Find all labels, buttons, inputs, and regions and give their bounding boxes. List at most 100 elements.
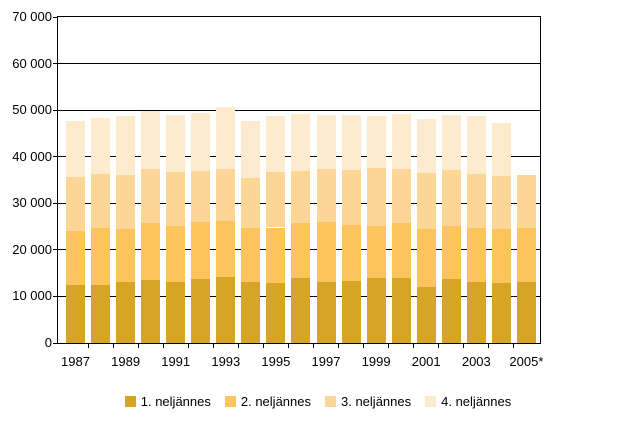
bar-2003-segment-q2 [466,227,486,283]
x-axis-tick [338,343,340,348]
bar-2004-segment-q1 [491,282,511,343]
bar-1992-segment-q3 [191,170,211,223]
bar-1996-segment-q3 [291,171,311,224]
legend-label-q1: 1. neljännes [140,394,211,409]
bar-1987-segment-q3 [66,176,85,231]
bar-1993-segment-q2 [216,220,236,278]
y-axis-label: 60 000 [12,55,52,71]
y-axis-tick [53,156,58,158]
legend-item-q1: 1. neljännes [124,394,211,409]
bar-1995-segment-q1 [266,282,286,343]
bar-1990-segment-q1 [141,279,161,343]
x-axis-tick [438,343,440,348]
bar-2004-segment-q3 [491,175,511,229]
bar-2000-segment-q3 [391,169,411,224]
legend-swatch-q3 [325,396,336,407]
gridline-50000 [58,109,540,111]
x-axis-tick [313,343,314,348]
y-axis-tick [53,16,58,18]
legend-label-q3: 3. neljännes [341,394,412,409]
y-axis-label: 10 000 [12,288,52,304]
bar-1997-segment-q2 [316,222,336,283]
x-axis-tick [87,343,89,348]
bar-1989-segment-q4 [116,116,136,175]
legend-item-q2: 2. neljännes [224,394,311,409]
bar-2001-segment-q2 [416,228,436,287]
x-axis-label: 1999 [361,354,391,369]
bar-1989-segment-q3 [116,174,136,230]
x-axis-tick [137,343,139,348]
bar-1999-segment-q3 [366,167,386,227]
x-axis-tick [237,343,239,348]
bar-1987-segment-q2 [66,230,85,285]
bar-1988-segment-q1 [91,284,111,343]
legend: 1. neljännes 2. neljännes 3. neljännes 4. n… [0,393,636,410]
legend-swatch-q1 [124,396,136,407]
bar-1993-segment-q1 [216,277,236,343]
x-axis-tick [363,343,365,348]
bar-1999-segment-q1 [366,278,386,343]
x-axis-label: 1993 [211,354,241,369]
bar-1995-segment-q4 [266,116,286,172]
x-axis-tick [287,343,289,348]
bar-2000-segment-q4 [391,114,411,170]
x-axis-tick [212,343,214,348]
x-axis-label: 2005* [509,354,544,369]
x-axis-tick [187,343,189,348]
bar-1993-segment-q3 [216,168,236,221]
bar-1995-segment-q2 [266,227,286,283]
y-axis-label: 20 000 [12,241,52,257]
y-axis-label: 40 000 [12,148,52,164]
x-axis-tick [112,343,114,348]
bar-1989-segment-q2 [116,229,136,283]
bar-1991-segment-q3 [166,171,186,227]
y-axis-label: 70 000 [12,9,52,24]
bar-2003-segment-q1 [466,282,486,343]
bar-1996-segment-q2 [291,223,311,278]
bar-1992-segment-q1 [191,278,211,343]
legend-swatch-q4 [425,396,437,407]
bar-1988-segment-q4 [91,117,111,175]
bar-1994-segment-q1 [241,281,261,343]
x-axis-tick [162,343,164,348]
bar-2002-segment-q1 [441,278,461,343]
bar-1992-segment-q2 [191,222,211,279]
bar-2001-segment-q3 [416,173,436,229]
bar-2004-segment-q2 [491,228,511,283]
x-axis-label: 1995 [261,354,291,369]
x-axis-label: 2003 [461,354,491,369]
bar-1994-segment-q2 [241,228,261,282]
x-axis-tick [388,343,390,348]
bar-1994-segment-q3 [241,177,261,229]
bar-1998-segment-q4 [341,115,361,171]
bar-1998-segment-q2 [341,224,361,281]
legend-label-q2: 2. neljännes [240,394,311,409]
bar-1999-segment-q2 [366,226,386,279]
bar-1994-segment-q4 [241,120,261,178]
y-axis-tick [53,109,58,111]
bar-1998-segment-q1 [341,280,361,343]
legend-item-q4: 4. neljännes [425,394,511,409]
bar-2000-segment-q1 [391,277,411,343]
bar-2003-segment-q3 [466,174,486,228]
x-axis-label: 1997 [311,354,341,369]
bar-1990-segment-q4 [141,111,161,170]
bar-2003-segment-q4 [466,116,486,175]
bar-1988-segment-q3 [91,174,111,229]
x-axis-tick [513,343,515,348]
y-axis-tick [53,202,58,204]
x-axis-tick [463,343,465,348]
x-axis-label: 1989 [111,354,141,369]
y-axis-tick [53,249,58,251]
x-axis-label: 2001 [411,354,441,369]
bar-1991-segment-q1 [166,281,186,343]
bar-1991-segment-q4 [166,115,186,172]
bar-1995-segment-q3 [266,171,286,228]
bar-2001-segment-q1 [416,286,436,343]
bar-1996-segment-q1 [291,277,311,343]
legend-item-q3: 3. neljännes [325,394,411,409]
y-axis-label: 50 000 [12,102,52,118]
bar-1998-segment-q3 [341,170,361,225]
bar-1991-segment-q2 [166,226,186,282]
